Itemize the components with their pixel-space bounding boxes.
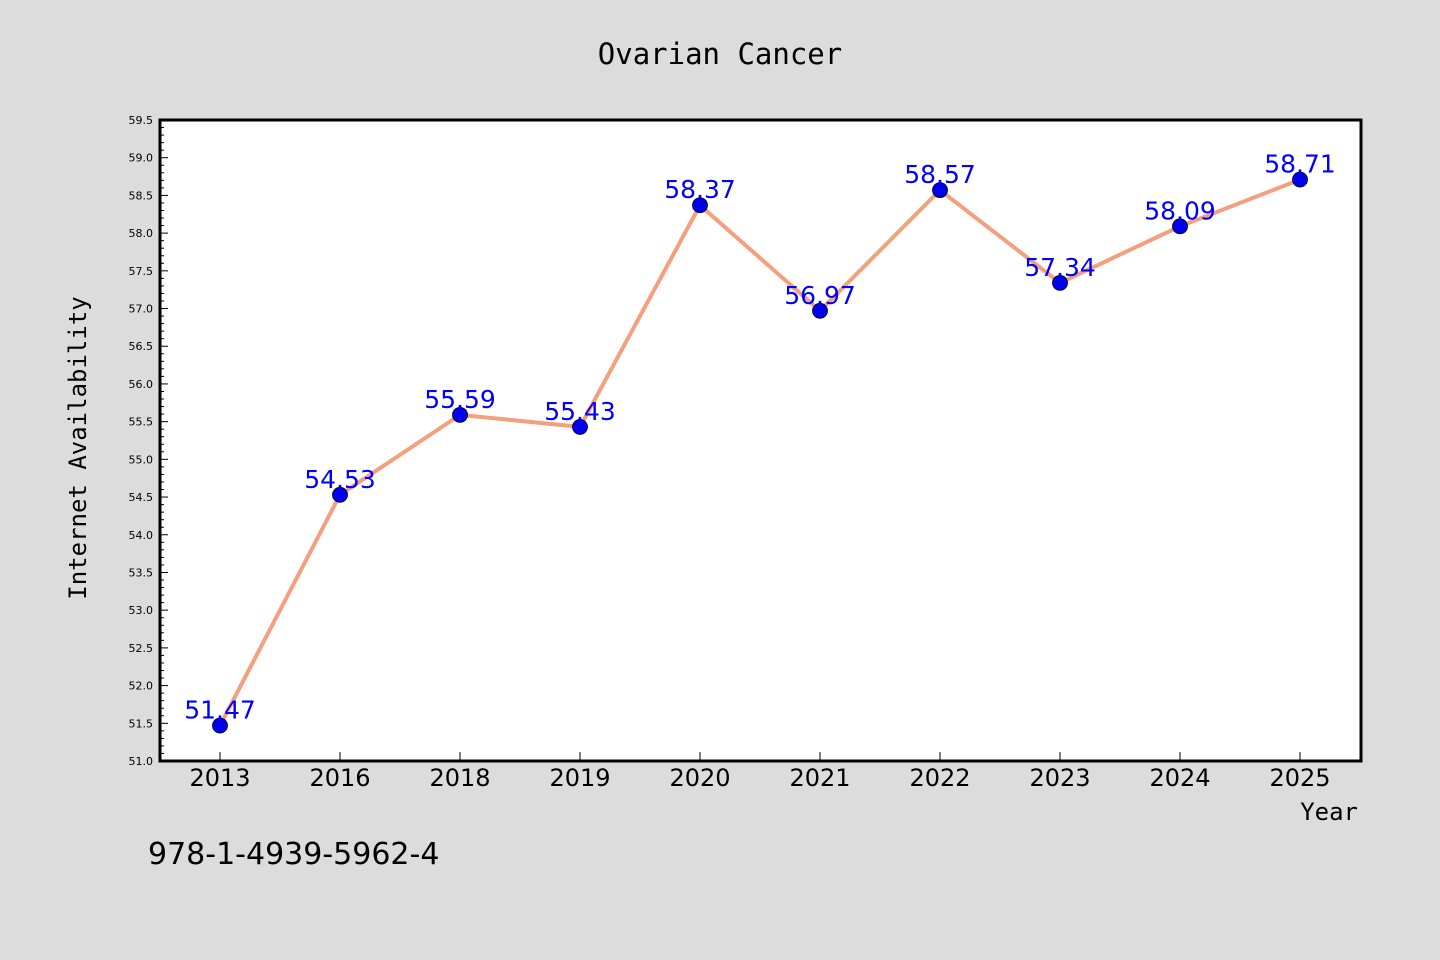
data-point-marker (212, 717, 228, 734)
y-tick-label: 53.5 (129, 566, 154, 579)
y-tick-label: 58.0 (129, 227, 154, 240)
y-tick-label: 59.5 (129, 114, 154, 127)
y-axis-label: Internet Availability (64, 296, 92, 599)
x-tick-label: 2024 (1149, 764, 1210, 792)
series-polyline (218, 177, 1301, 727)
y-tick-label: 53.0 (129, 604, 154, 617)
data-point-marker (1052, 274, 1068, 291)
footer-isbn: 978-1-4939-5962-4 (148, 837, 439, 872)
data-value-label: 58.37 (664, 175, 736, 204)
data-point-marker (332, 486, 348, 503)
data-value-label: 57.34 (1024, 253, 1096, 282)
x-tick-label: 2022 (909, 764, 970, 792)
x-tick-label: 2020 (669, 764, 730, 792)
x-axis: 2013 2016 2018 2019 2020 2021 2022 2023 2024 2025 (189, 752, 1331, 792)
data-value-label: 56.97 (784, 281, 856, 310)
data-value-label: 55.59 (424, 385, 496, 414)
y-tick-label: 59.0 (129, 152, 154, 165)
data-value-label: 51.47 (184, 696, 256, 725)
data-value-label: 58.71 (1264, 150, 1336, 179)
data-point-marker (452, 406, 468, 423)
data-point-marker (572, 419, 588, 435)
x-tick-label: 2025 (1269, 764, 1330, 792)
y-tick-label: 54.5 (129, 491, 154, 504)
plot-area (158, 118, 1363, 763)
x-tick-label: 2021 (789, 764, 850, 792)
y-tick-label: 57.0 (129, 303, 154, 316)
y-tick-label: 52.0 (129, 680, 154, 693)
series-line (212, 171, 1308, 734)
y-tick-label: 55.0 (129, 453, 154, 466)
data-labels: 51.47 54.53 55.59 55.43 58.37 56.97 58.57 57.34… (184, 150, 1336, 725)
y-axis: 51.0 51.5 52.0 52.5 53.0 53.5 54.0 54.5 55.0 55.5… (129, 114, 168, 768)
data-value-label: 54.53 (304, 465, 376, 494)
data-point-marker (1172, 218, 1188, 235)
y-tick-label: 57.5 (129, 265, 154, 278)
y-tick-label: 51.5 (129, 717, 154, 730)
x-tick-label: 2016 (309, 764, 370, 792)
data-point-marker (812, 302, 828, 319)
x-axis-label: Year (1300, 798, 1358, 826)
data-value-label: 55.43 (544, 397, 616, 426)
chart-title: Ovarian Cancer (598, 37, 842, 71)
x-tick-label: 2018 (429, 764, 490, 792)
x-tick-label: 2023 (1029, 764, 1090, 792)
data-point-marker (1292, 171, 1308, 188)
x-tick-label: 2019 (549, 764, 610, 792)
y-tick-label: 51.0 (129, 755, 154, 768)
x-tick-label: 2013 (189, 764, 250, 792)
data-value-label: 58.09 (1144, 196, 1216, 225)
y-tick-label: 58.5 (129, 189, 154, 202)
data-point-marker (932, 182, 948, 199)
y-tick-label: 56.5 (129, 340, 154, 353)
data-value-label: 58.57 (904, 160, 976, 189)
y-tick-label: 54.0 (129, 529, 154, 542)
y-tick-label: 55.5 (129, 416, 154, 429)
data-point-marker (692, 197, 708, 214)
y-tick-label: 56.0 (129, 378, 154, 391)
y-tick-label: 52.5 (129, 642, 154, 655)
